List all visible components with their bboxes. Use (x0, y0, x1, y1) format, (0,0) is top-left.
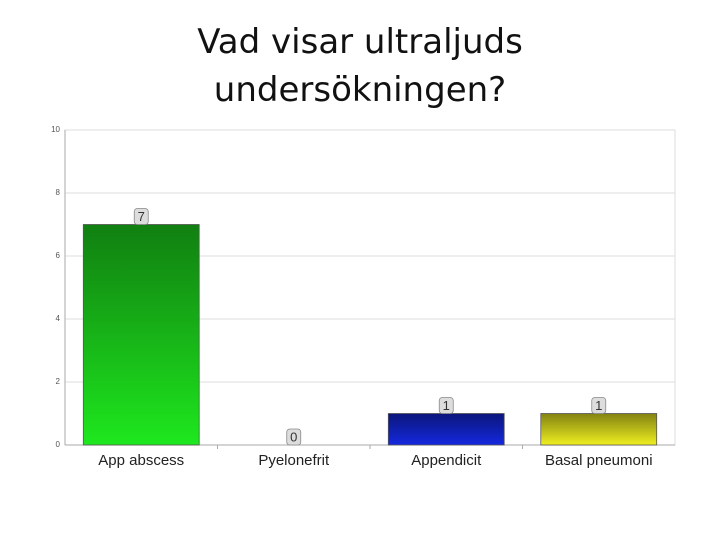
y-tick-label: 2 (56, 377, 61, 386)
value-label: 0 (290, 429, 297, 444)
y-tick-label: 8 (56, 188, 61, 197)
bar (540, 413, 658, 446)
chart-title: Vad visar ultraljuds undersökningen? (197, 22, 523, 110)
value-label-box (133, 208, 149, 225)
value-label-box (438, 397, 454, 414)
value-label: 1 (595, 398, 602, 413)
bar (387, 413, 505, 446)
value-label: 1 (443, 398, 450, 413)
x-tick-label: Appendicit (411, 452, 482, 469)
value-label: 7 (138, 209, 145, 224)
y-tick-label: 4 (56, 314, 61, 323)
value-label-box (286, 428, 302, 446)
value-label-box (591, 397, 607, 414)
x-tick-label: App abscess (98, 452, 184, 469)
y-tick-label: 6 (56, 251, 61, 260)
y-tick-label: 10 (51, 125, 60, 134)
y-tick-label: 0 (56, 440, 61, 449)
x-tick-label: Basal pneumoni (545, 452, 653, 469)
x-tick-label: Pyelonefrit (258, 452, 330, 469)
bar (82, 224, 200, 446)
